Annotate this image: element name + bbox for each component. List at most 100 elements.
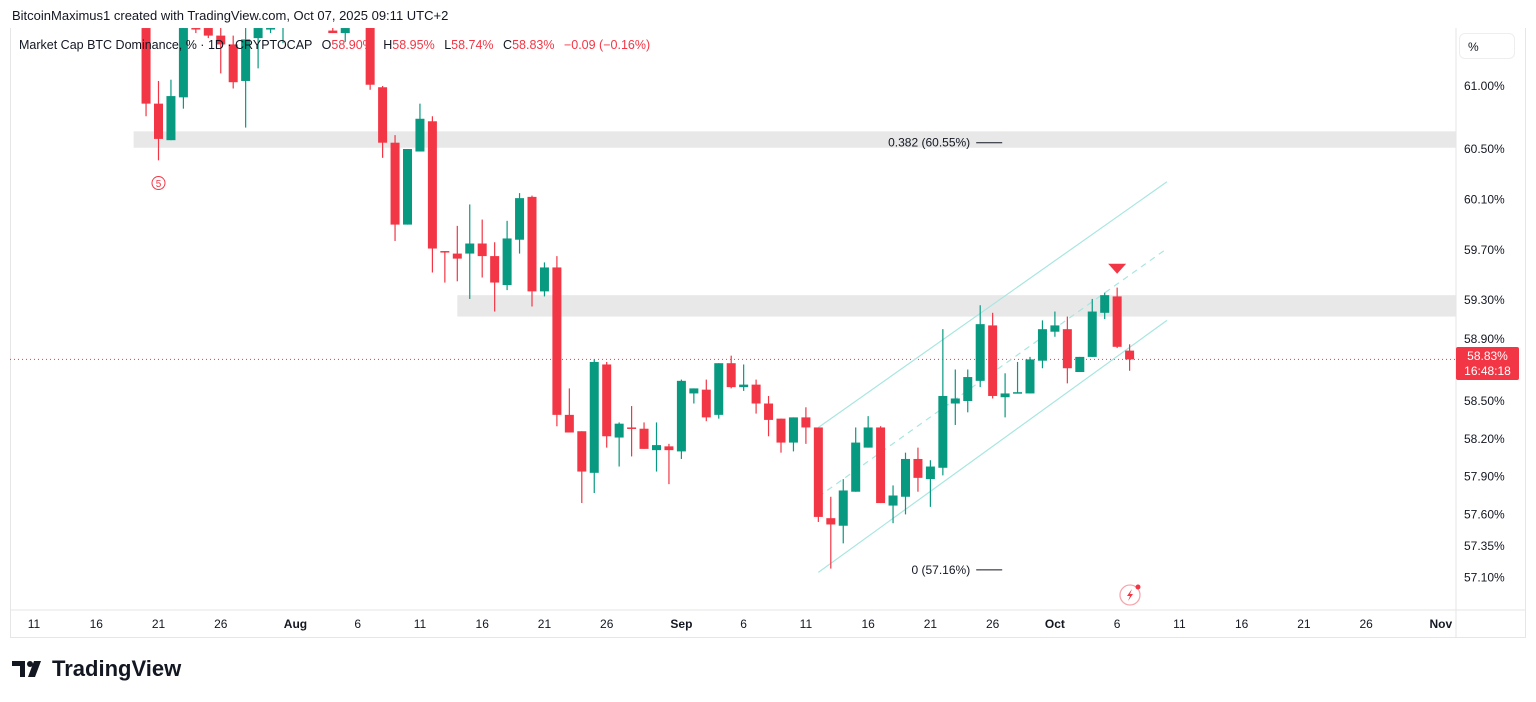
- candle: [539, 262, 549, 297]
- candle: [988, 312, 998, 399]
- candle-body: [801, 417, 811, 428]
- candle-body: [1112, 296, 1122, 347]
- candle: [689, 388, 699, 404]
- time-axis-label: 26: [986, 617, 1000, 631]
- candle-body: [1000, 393, 1010, 398]
- candle: [888, 485, 898, 524]
- candle: [1125, 344, 1135, 371]
- time-axis-label: Oct: [1045, 617, 1065, 631]
- candle-body: [564, 414, 574, 433]
- candle: [925, 460, 935, 507]
- candle: [913, 447, 923, 492]
- fib-zone-0: [133, 131, 1456, 148]
- candle-body: [577, 431, 587, 472]
- candle: [1037, 320, 1047, 369]
- candle-body: [415, 118, 425, 152]
- candle: [602, 361, 612, 448]
- candle-body: [627, 427, 637, 429]
- low-label: L: [444, 38, 452, 52]
- candle: [241, 28, 251, 128]
- candle: [652, 422, 661, 472]
- candle: [876, 426, 886, 504]
- candle-body: [1050, 325, 1060, 332]
- candle-body: [788, 417, 798, 443]
- plot-area: 0.382 (60.55%) 0 (57.16%) 5: [10, 17, 1456, 577]
- price-axis-label: 57.10%: [1464, 570, 1505, 584]
- time-axis-label: 11: [28, 617, 41, 631]
- candle: [340, 28, 350, 42]
- candle-body: [365, 28, 375, 85]
- candle: [627, 406, 637, 457]
- price-axis-label: 59.70%: [1464, 243, 1505, 257]
- candle: [975, 305, 985, 388]
- symbol-legend: Market Cap BTC Dominance, % · 1D · CRYPT…: [19, 38, 650, 52]
- candle-body: [440, 251, 450, 253]
- price-axis-label: 59.30%: [1464, 293, 1505, 307]
- candle-body: [241, 39, 251, 81]
- candle: [838, 479, 848, 544]
- candle: [776, 418, 786, 453]
- symbol-title[interactable]: Market Cap BTC Dominance, % · 1D · CRYPT…: [19, 38, 313, 52]
- close-value: 58.83%: [512, 38, 555, 52]
- time-axis-label: Nov: [1430, 617, 1453, 631]
- candle-body: [1062, 329, 1072, 369]
- candle-body: [279, 17, 288, 26]
- high-label: H: [383, 38, 393, 52]
- candle: [1087, 298, 1097, 357]
- percent-scale-button[interactable]: %: [1459, 33, 1515, 59]
- candle-body: [502, 238, 512, 286]
- candle: [1112, 287, 1122, 349]
- candle: [764, 395, 774, 437]
- candle: [676, 379, 686, 459]
- candle: [938, 329, 948, 476]
- candle-body: [963, 377, 973, 401]
- candle: [788, 417, 798, 452]
- candle-body: [863, 427, 873, 448]
- candle-body: [614, 423, 624, 438]
- candle: [228, 35, 238, 89]
- candle-body: [764, 403, 774, 420]
- candle: [154, 80, 163, 161]
- candle: [1062, 316, 1072, 384]
- candle-body: [228, 44, 238, 83]
- candle: [552, 256, 562, 427]
- time-axis-label: 21: [538, 617, 552, 631]
- candle-body: [1125, 350, 1135, 360]
- sell-arrow-icon: [1108, 263, 1127, 274]
- candle: [863, 416, 873, 448]
- time-axis-label: 26: [214, 617, 228, 631]
- candle-body: [141, 28, 151, 104]
- fib-level-label: 0.382 (60.55%): [888, 136, 970, 150]
- candle-body: [340, 28, 350, 34]
- candle: [477, 219, 487, 278]
- candle-body: [477, 243, 487, 257]
- candle: [714, 363, 724, 419]
- candle-body: [266, 28, 276, 30]
- tradingview-logo[interactable]: TradingView: [12, 656, 181, 682]
- candle: [813, 427, 823, 522]
- candle: [465, 204, 475, 299]
- candle: [701, 379, 711, 422]
- candle-body: [664, 446, 674, 451]
- candle: [166, 79, 176, 141]
- candle: [614, 422, 624, 467]
- candle: [141, 28, 151, 117]
- time-axis-label: 11: [414, 617, 427, 631]
- candle-body: [1087, 311, 1097, 357]
- candle: [328, 28, 338, 34]
- time-axis-label: 16: [1235, 617, 1249, 631]
- candle-body: [378, 87, 388, 143]
- candle: [452, 225, 462, 282]
- candle-body: [1025, 359, 1035, 394]
- candle: [403, 149, 412, 225]
- candle: [440, 251, 450, 283]
- price-axis-label: 58.90%: [1464, 332, 1505, 346]
- chart-pane[interactable]: [10, 28, 1526, 638]
- time-axis-label: 26: [1359, 617, 1373, 631]
- time-axis-label: 11: [800, 617, 813, 631]
- candle: [178, 28, 188, 109]
- candle-body: [652, 445, 661, 451]
- time-axis-label: 16: [90, 617, 104, 631]
- candle: [365, 28, 375, 90]
